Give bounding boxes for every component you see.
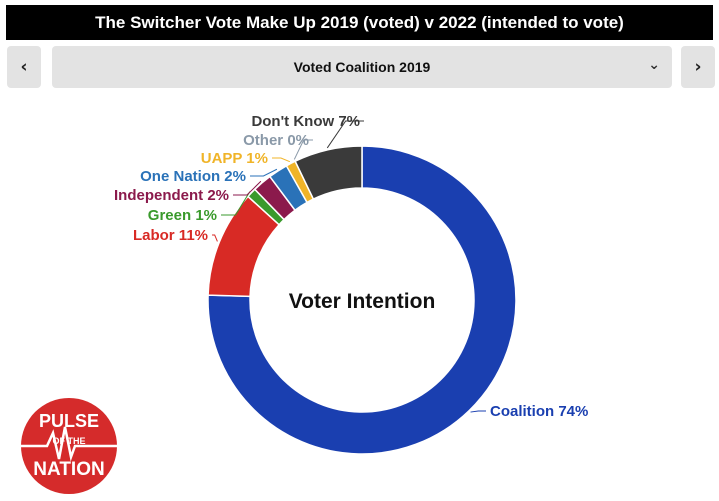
logo-line3: NATION bbox=[33, 459, 104, 480]
selector-value: Voted Coalition 2019 bbox=[293, 59, 431, 75]
data-label-coalition: Coalition 74% bbox=[490, 403, 588, 420]
next-chart-button[interactable]: › bbox=[681, 46, 715, 88]
pulse-line-icon bbox=[21, 426, 117, 462]
logo-line1: PULSE bbox=[39, 411, 99, 431]
leader-line-green bbox=[221, 191, 251, 216]
previous-chart-button[interactable]: ‹ bbox=[7, 46, 41, 88]
chevron-down-icon: ⌄ bbox=[648, 57, 660, 73]
data-label-one-nation: One Nation 2% bbox=[140, 168, 246, 185]
data-label-green: Green 1% bbox=[148, 207, 217, 224]
leader-line-independent bbox=[233, 180, 262, 196]
leader-line-one-nation bbox=[250, 168, 278, 177]
leader-line-other bbox=[293, 139, 313, 160]
pulse-of-the-nation-logo: PULSE OF THE NATION bbox=[21, 398, 117, 494]
center-label: Voter Intention bbox=[289, 290, 436, 313]
leader-line-coalition bbox=[470, 410, 486, 413]
data-label-uapp: UAPP 1% bbox=[201, 150, 268, 167]
chevron-right-icon: › bbox=[694, 57, 702, 77]
slice-don-t-know[interactable] bbox=[294, 145, 363, 201]
chart-title: The Switcher Vote Make Up 2019 (voted) v… bbox=[6, 5, 713, 40]
chevron-left-icon: ‹ bbox=[20, 57, 28, 77]
data-label-other: Other 0% bbox=[243, 132, 309, 149]
data-label-labor: Labor 11% bbox=[133, 227, 208, 244]
data-label-independent: Independent 2% bbox=[114, 187, 229, 204]
chart-selector-dropdown[interactable]: Voted Coalition 2019 ⌄ bbox=[52, 46, 672, 88]
data-label-don-t-know: Don't Know 7% bbox=[251, 113, 360, 130]
logo-line2: OF THE bbox=[53, 436, 86, 446]
leader-line-labor bbox=[212, 234, 218, 242]
leader-line-don-t-know bbox=[326, 120, 364, 149]
slice-coalition[interactable] bbox=[207, 145, 517, 455]
leader-line-uapp bbox=[272, 157, 291, 163]
